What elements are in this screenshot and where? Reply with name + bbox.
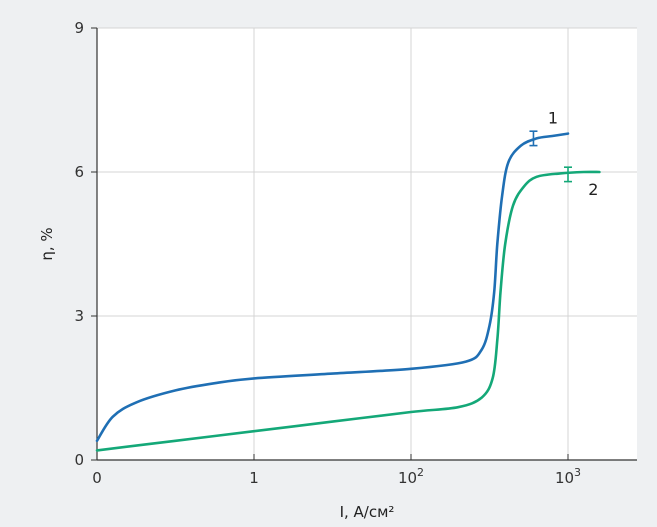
y-tick-label: 3: [74, 307, 84, 325]
series-1-label: 1: [548, 109, 558, 128]
x-tick-label: 0: [92, 469, 102, 487]
y-tick-label: 6: [74, 163, 84, 181]
plot-area: [97, 28, 637, 460]
series-group: 12: [95, 109, 601, 452]
series-2-label: 2: [588, 180, 598, 199]
y-tick-label: 9: [74, 19, 84, 37]
x-axis-title: I, А/см²: [340, 503, 395, 521]
tick-labels: 0 1 102 103 0 3 6 9: [74, 19, 581, 487]
axes: [96, 28, 637, 461]
x-tick-label: 102: [398, 466, 424, 487]
x-tick-label: 1: [249, 469, 259, 487]
series-1-line: [95, 132, 570, 443]
x-tick-label: 103: [555, 466, 581, 487]
series-2-line: [95, 170, 601, 452]
y-axis-title: η, %: [38, 227, 56, 260]
grid: [97, 27, 637, 460]
y-tick-label: 0: [74, 451, 84, 469]
